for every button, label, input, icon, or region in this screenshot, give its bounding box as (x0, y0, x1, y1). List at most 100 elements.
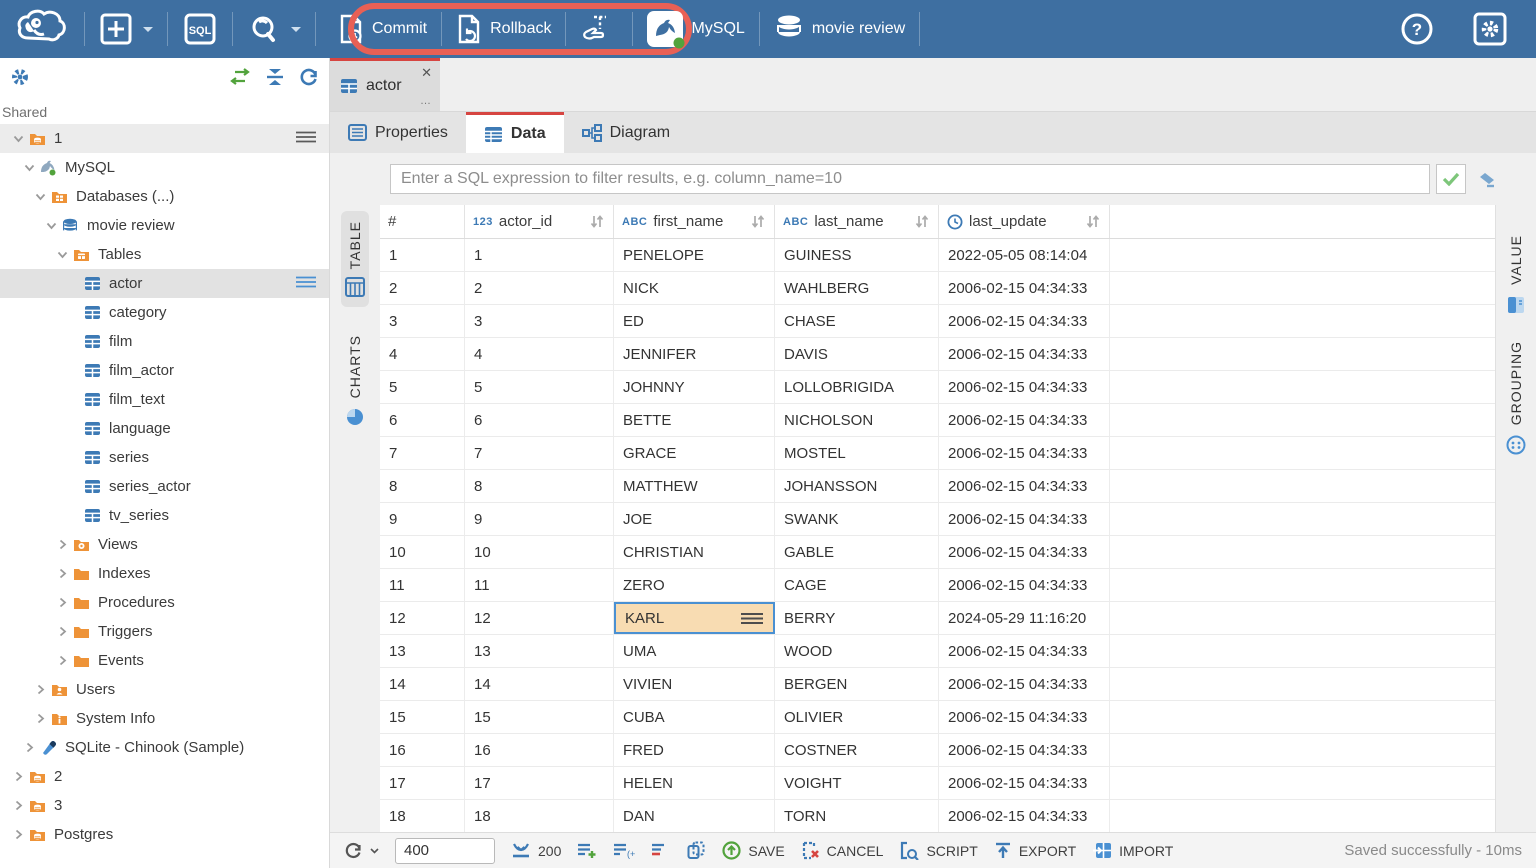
selected-cell[interactable]: KARL (614, 602, 775, 634)
chevron-expanded-icon[interactable] (43, 222, 60, 230)
grid-cell[interactable]: 2006-02-15 04:34:33 (939, 437, 1110, 469)
grid-cell[interactable]: JENNIFER (614, 338, 775, 370)
chevron-collapsed-icon[interactable] (10, 800, 27, 811)
chevron-collapsed-icon[interactable] (21, 742, 38, 753)
grid-cell[interactable]: 15 (465, 701, 614, 733)
duplicate-row-button[interactable]: (+) (613, 842, 635, 859)
chevron-expanded-icon[interactable] (10, 135, 27, 143)
grid-cell[interactable]: UMA (614, 635, 775, 667)
grid-cell[interactable]: 10 (465, 536, 614, 568)
tree-item-category[interactable]: category (0, 298, 329, 327)
grid-cell[interactable]: 16 (465, 734, 614, 766)
tree-item-film-actor[interactable]: film_actor (0, 356, 329, 385)
grid-cell[interactable]: 13 (380, 635, 465, 667)
tab-properties[interactable]: Properties (330, 112, 466, 153)
grid-cell[interactable]: 8 (465, 470, 614, 502)
grid-cell[interactable]: 18 (380, 800, 465, 832)
tree-item-postgres[interactable]: Postgres (0, 820, 329, 849)
grid-cell[interactable]: 2 (465, 272, 614, 304)
grid-cell[interactable]: 17 (380, 767, 465, 799)
grid-cell[interactable]: CHASE (775, 305, 939, 337)
navigator-settings-button[interactable] (10, 67, 30, 87)
delete-row-button[interactable] (651, 842, 671, 859)
active-database-selector[interactable]: movie review (760, 0, 919, 58)
chevron-collapsed-icon[interactable] (54, 568, 71, 579)
chevron-collapsed-icon[interactable] (32, 684, 49, 695)
grid-cell[interactable]: COSTNER (775, 734, 939, 766)
grid-cell[interactable]: 2006-02-15 04:34:33 (939, 470, 1110, 502)
chevron-collapsed-icon[interactable] (54, 626, 71, 637)
chevron-collapsed-icon[interactable] (54, 597, 71, 608)
grid-cell[interactable]: 16 (380, 734, 465, 766)
grid-cell[interactable]: OLIVIER (775, 701, 939, 733)
column-header-first_name[interactable]: ABC first_name (614, 205, 775, 238)
grid-cell[interactable]: 8 (380, 470, 465, 502)
sort-icon[interactable] (1085, 214, 1101, 229)
grid-cell[interactable]: DAVIS (775, 338, 939, 370)
export-button[interactable]: EXPORT (994, 841, 1076, 860)
grid-cell[interactable]: NICK (614, 272, 775, 304)
chevron-collapsed-icon[interactable] (32, 713, 49, 724)
row-limit-input[interactable] (395, 837, 495, 864)
grid-cell[interactable]: 1 (465, 239, 614, 271)
refresh-result-button[interactable] (344, 841, 379, 860)
new-connection-button[interactable] (85, 0, 167, 58)
grid-cell[interactable]: JOHNNY (614, 371, 775, 403)
grid-cell[interactable]: TORN (775, 800, 939, 832)
add-row-button[interactable] (577, 842, 597, 859)
tree-item-3[interactable]: 3 (0, 791, 329, 820)
tools-menu-button[interactable] (233, 0, 315, 58)
grid-cell[interactable]: 11 (380, 569, 465, 601)
tree-item-movie-review[interactable]: movie review (0, 211, 329, 240)
grid-cell[interactable]: VIVIEN (614, 668, 775, 700)
grid-cell[interactable]: 7 (465, 437, 614, 469)
column-header-last_name[interactable]: ABC last_name (775, 205, 939, 238)
chevron-collapsed-icon[interactable] (54, 539, 71, 550)
grid-cell[interactable]: 11 (465, 569, 614, 601)
grid-cell[interactable]: 2006-02-15 04:34:33 (939, 404, 1110, 436)
grid-cell[interactable]: 2006-02-15 04:34:33 (939, 701, 1110, 733)
grid-cell[interactable]: WAHLBERG (775, 272, 939, 304)
grid-cell[interactable]: DAN (614, 800, 775, 832)
grid-cell[interactable]: MATTHEW (614, 470, 775, 502)
grid-cell[interactable]: 12 (380, 602, 465, 634)
grid-cell[interactable]: CUBA (614, 701, 775, 733)
tree-item-users[interactable]: Users (0, 675, 329, 704)
grid-cell[interactable]: 2 (380, 272, 465, 304)
grid-cell[interactable]: NICHOLSON (775, 404, 939, 436)
chevron-collapsed-icon[interactable] (10, 771, 27, 782)
apply-filter-button[interactable] (1436, 164, 1466, 194)
grid-cell[interactable]: GUINESS (775, 239, 939, 271)
grid-cell[interactable]: 3 (465, 305, 614, 337)
tree-item-procedures[interactable]: Procedures (0, 588, 329, 617)
collapse-all-button[interactable] (265, 68, 285, 86)
cell-menu-icon[interactable] (740, 612, 764, 625)
tree-item-tables[interactable]: Tables (0, 240, 329, 269)
sort-icon[interactable] (750, 214, 766, 229)
grid-cell[interactable]: MOSTEL (775, 437, 939, 469)
grid-cell[interactable]: 10 (380, 536, 465, 568)
grid-cell[interactable]: 2006-02-15 04:34:33 (939, 635, 1110, 667)
grid-cell[interactable]: PENELOPE (614, 239, 775, 271)
tree-item-databases-[interactable]: Databases (...) (0, 182, 329, 211)
panel-tab-grouping[interactable]: GROUPING (1506, 341, 1526, 455)
tree-item-tv-series[interactable]: tv_series (0, 501, 329, 530)
grid-cell[interactable]: 2006-02-15 04:34:33 (939, 536, 1110, 568)
grid-cell[interactable]: 14 (465, 668, 614, 700)
tree-item-actor[interactable]: actor (0, 269, 329, 298)
grid-cell[interactable]: 5 (465, 371, 614, 403)
grid-cell[interactable]: 4 (380, 338, 465, 370)
grid-cell[interactable]: 2006-02-15 04:34:33 (939, 338, 1110, 370)
grid-cell[interactable]: GABLE (775, 536, 939, 568)
grid-cell[interactable]: 18 (465, 800, 614, 832)
sort-icon[interactable] (914, 214, 930, 229)
refresh-button[interactable] (299, 67, 319, 87)
tree-item-film[interactable]: film (0, 327, 329, 356)
column-header-actor_id[interactable]: 123 actor_id (465, 205, 614, 238)
row-menu-icon[interactable] (295, 131, 317, 143)
link-with-editor-button[interactable] (229, 68, 251, 86)
tree-item-language[interactable]: language (0, 414, 329, 443)
grid-cell[interactable]: 6 (465, 404, 614, 436)
clear-filter-button[interactable] (1476, 170, 1498, 188)
grid-cell[interactable]: 14 (380, 668, 465, 700)
